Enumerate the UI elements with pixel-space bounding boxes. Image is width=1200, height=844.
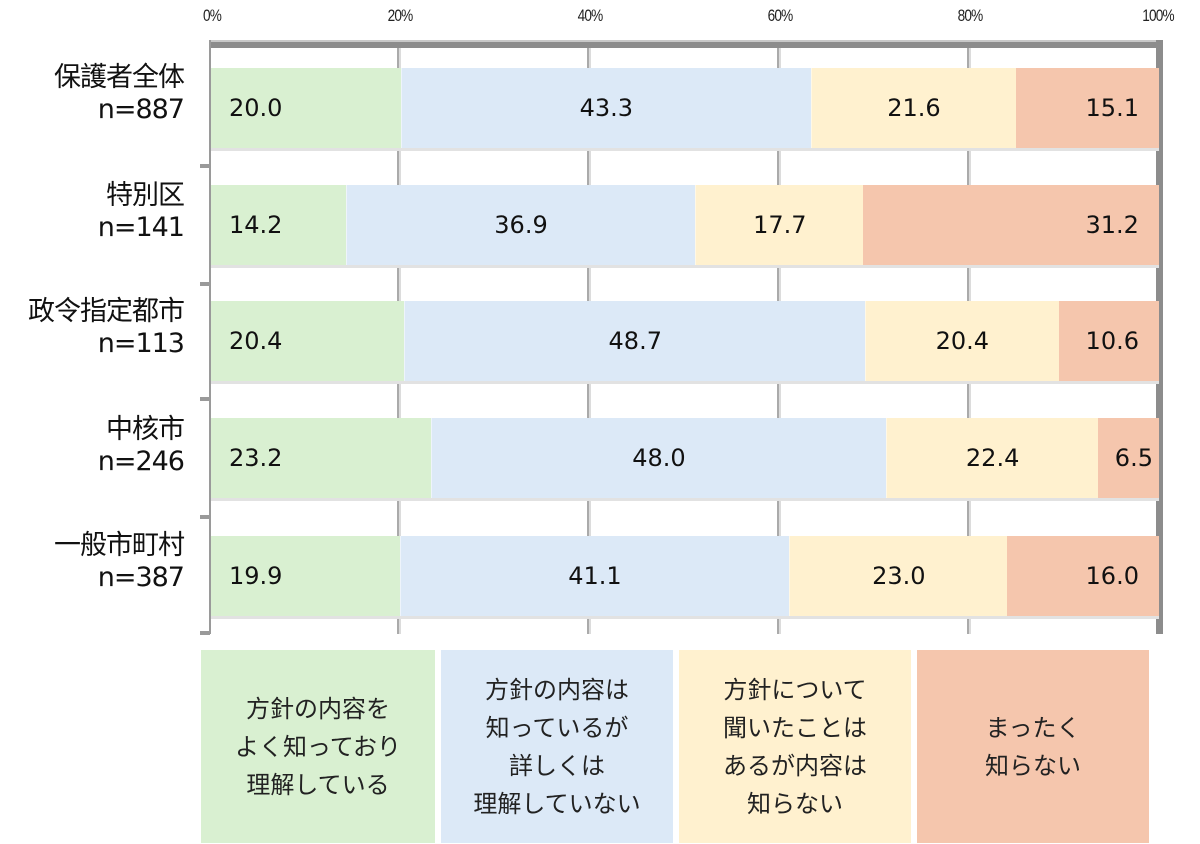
bar-segment-understand-well: 19.9 [211, 536, 400, 616]
bar-row-special-wards: 14.2 36.9 17.7 31.2 [211, 185, 1159, 265]
bar-segment-understand-well: 23.2 [211, 418, 431, 498]
x-tick-100: 100% [1142, 6, 1174, 25]
legend-item-understand-well: 方針の内容を よく知っており 理解している [201, 650, 435, 843]
bar-segment-understand-well: 20.0 [211, 68, 401, 148]
category-name: 一般市町村 [54, 530, 185, 561]
bar-segment-heard-only: 23.0 [789, 536, 1008, 616]
bar-row-designated-cities: 20.4 48.7 20.4 10.6 [211, 301, 1159, 381]
category-tick [200, 631, 210, 635]
bar-segment-not-know: 31.2 [863, 185, 1159, 265]
sample-size: n=887 [97, 94, 185, 125]
bar-row-general-municipalities: 19.9 41.1 23.0 16.0 [211, 536, 1159, 616]
chart-legend: 方針の内容を よく知っており 理解している 方針の内容は 知っているが 詳しくは… [201, 650, 1149, 843]
bar-segment-know-not-detailed: 48.7 [404, 301, 866, 381]
x-tick-40: 40% [577, 6, 604, 25]
plot-right-border [1156, 40, 1163, 634]
category-tick [200, 515, 210, 519]
sample-size: n=113 [97, 328, 185, 359]
sample-size: n=246 [97, 446, 185, 477]
bar-segment-know-not-detailed: 43.3 [400, 68, 812, 148]
bar-row-all-parents: 20.0 43.3 21.6 15.1 [211, 68, 1159, 148]
bar-segment-heard-only: 21.6 [811, 68, 1016, 148]
bar-segment-know-not-detailed: 48.0 [430, 418, 886, 498]
category-tick [200, 164, 210, 168]
bar-segment-not-know: 10.6 [1058, 301, 1159, 381]
legend-item-not-know: まったく 知らない [917, 650, 1149, 843]
bar-segment-not-know: 16.0 [1007, 536, 1159, 616]
category-name: 中核市 [106, 414, 185, 445]
category-name: 特別区 [106, 180, 185, 211]
bar-segment-understand-well: 14.2 [211, 185, 346, 265]
category-name: 政令指定都市 [28, 296, 185, 327]
row-label-all-parents: 保護者全体 n=887 [54, 62, 185, 126]
category-tick [200, 397, 210, 401]
row-label-core-cities: 中核市 n=246 [97, 414, 185, 478]
legend-item-know-not-detailed: 方針の内容は 知っているが 詳しくは 理解していない [441, 650, 673, 843]
bar-segment-heard-only: 20.4 [865, 301, 1059, 381]
bar-segment-heard-only: 17.7 [695, 185, 864, 265]
x-tick-60: 60% [767, 6, 794, 25]
bar-segment-know-not-detailed: 41.1 [399, 536, 790, 616]
x-axis-line [210, 40, 1162, 48]
bar-segment-know-not-detailed: 36.9 [345, 185, 696, 265]
sample-size: n=141 [97, 212, 185, 243]
x-tick-0: 0% [202, 6, 222, 25]
bar-segment-not-know: 15.1 [1015, 68, 1159, 148]
category-name: 保護者全体 [54, 62, 185, 93]
x-tick-20: 20% [387, 6, 414, 25]
sample-size: n=387 [97, 562, 185, 593]
bar-segment-not-know: 6.5 [1098, 418, 1159, 498]
x-tick-80: 80% [957, 6, 984, 25]
legend-item-heard-only: 方針について 聞いたことは あるが内容は 知らない [679, 650, 911, 843]
bar-row-core-cities: 23.2 48.0 22.4 6.5 [211, 418, 1159, 498]
category-tick [200, 282, 210, 286]
y-axis-line [209, 40, 211, 634]
bar-segment-understand-well: 20.4 [211, 301, 405, 381]
bar-segment-heard-only: 22.4 [885, 418, 1099, 498]
row-label-general-municipalities: 一般市町村 n=387 [54, 530, 185, 594]
row-label-designated-cities: 政令指定都市 n=113 [28, 296, 185, 360]
row-label-special-wards: 特別区 n=141 [97, 180, 185, 244]
